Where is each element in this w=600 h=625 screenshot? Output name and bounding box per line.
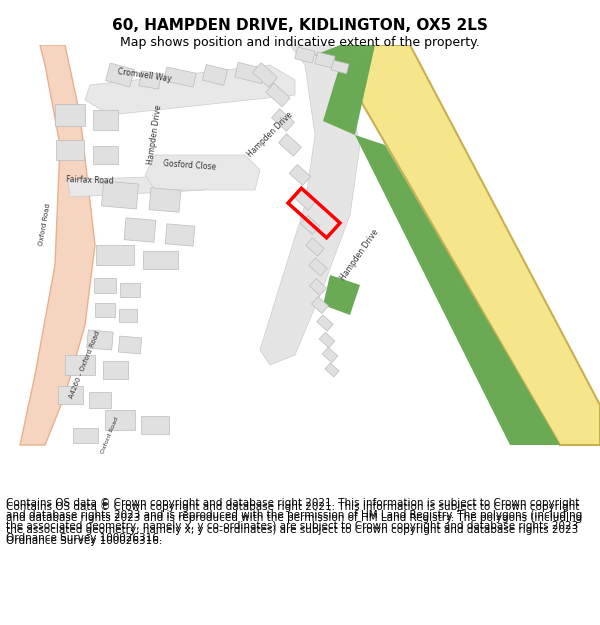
FancyBboxPatch shape — [253, 62, 278, 88]
Text: Hampden Drive: Hampden Drive — [339, 228, 381, 282]
Text: Oxford Road: Oxford Road — [100, 416, 119, 454]
FancyBboxPatch shape — [311, 297, 329, 313]
FancyBboxPatch shape — [105, 410, 135, 430]
FancyBboxPatch shape — [309, 258, 327, 276]
Text: Map shows position and indicative extent of the property.: Map shows position and indicative extent… — [120, 36, 480, 49]
FancyBboxPatch shape — [94, 278, 116, 292]
FancyBboxPatch shape — [310, 279, 326, 296]
FancyBboxPatch shape — [322, 348, 338, 362]
FancyBboxPatch shape — [95, 303, 115, 317]
Polygon shape — [340, 45, 600, 445]
FancyBboxPatch shape — [141, 416, 169, 434]
FancyBboxPatch shape — [319, 332, 335, 348]
FancyBboxPatch shape — [55, 104, 85, 126]
FancyBboxPatch shape — [306, 238, 324, 256]
Text: Contains OS data © Crown copyright and database right 2021. This information is : Contains OS data © Crown copyright and d… — [6, 501, 582, 546]
Text: 60, HAMPDEN DRIVE, KIDLINGTON, OX5 2LS: 60, HAMPDEN DRIVE, KIDLINGTON, OX5 2LS — [112, 18, 488, 33]
FancyBboxPatch shape — [87, 330, 113, 350]
FancyBboxPatch shape — [139, 71, 161, 89]
FancyBboxPatch shape — [278, 134, 301, 156]
FancyBboxPatch shape — [289, 164, 311, 186]
FancyBboxPatch shape — [65, 355, 95, 375]
FancyBboxPatch shape — [272, 109, 295, 131]
Polygon shape — [68, 175, 205, 197]
Polygon shape — [323, 275, 360, 315]
FancyBboxPatch shape — [143, 251, 178, 269]
FancyBboxPatch shape — [149, 188, 181, 213]
FancyBboxPatch shape — [165, 224, 195, 246]
FancyBboxPatch shape — [331, 60, 349, 74]
Text: Hampden Drive: Hampden Drive — [245, 111, 295, 159]
FancyBboxPatch shape — [73, 428, 97, 442]
FancyBboxPatch shape — [92, 146, 118, 164]
Polygon shape — [355, 135, 560, 445]
Polygon shape — [323, 45, 375, 135]
Text: A4260 - Oxford Road: A4260 - Oxford Road — [68, 331, 101, 399]
Polygon shape — [145, 155, 260, 190]
FancyBboxPatch shape — [56, 140, 84, 160]
FancyBboxPatch shape — [295, 47, 315, 63]
FancyBboxPatch shape — [58, 386, 83, 404]
FancyBboxPatch shape — [106, 63, 134, 87]
FancyBboxPatch shape — [202, 64, 227, 86]
FancyBboxPatch shape — [89, 392, 111, 408]
FancyBboxPatch shape — [118, 336, 142, 354]
FancyBboxPatch shape — [317, 315, 333, 331]
FancyBboxPatch shape — [101, 181, 139, 209]
FancyBboxPatch shape — [235, 62, 265, 84]
FancyBboxPatch shape — [295, 190, 316, 210]
FancyBboxPatch shape — [315, 52, 335, 68]
FancyBboxPatch shape — [124, 217, 156, 242]
FancyBboxPatch shape — [164, 67, 196, 87]
FancyBboxPatch shape — [96, 245, 134, 265]
Text: Fairfax Road: Fairfax Road — [66, 174, 114, 186]
Polygon shape — [260, 45, 360, 365]
Text: Hampden Drive: Hampden Drive — [146, 104, 164, 166]
FancyBboxPatch shape — [266, 83, 290, 107]
Polygon shape — [85, 65, 295, 115]
FancyBboxPatch shape — [103, 361, 128, 379]
FancyBboxPatch shape — [120, 283, 140, 297]
FancyBboxPatch shape — [119, 309, 137, 321]
Text: Cromwell Way: Cromwell Way — [118, 67, 173, 83]
Text: Contains OS data © Crown copyright and database right 2021. This information is : Contains OS data © Crown copyright and d… — [6, 498, 582, 543]
FancyBboxPatch shape — [325, 363, 339, 377]
FancyBboxPatch shape — [92, 110, 118, 130]
Text: Gosford Close: Gosford Close — [163, 159, 217, 171]
Text: Oxford Road: Oxford Road — [38, 203, 52, 247]
FancyBboxPatch shape — [301, 216, 320, 234]
Polygon shape — [315, 45, 375, 65]
Polygon shape — [20, 45, 95, 445]
